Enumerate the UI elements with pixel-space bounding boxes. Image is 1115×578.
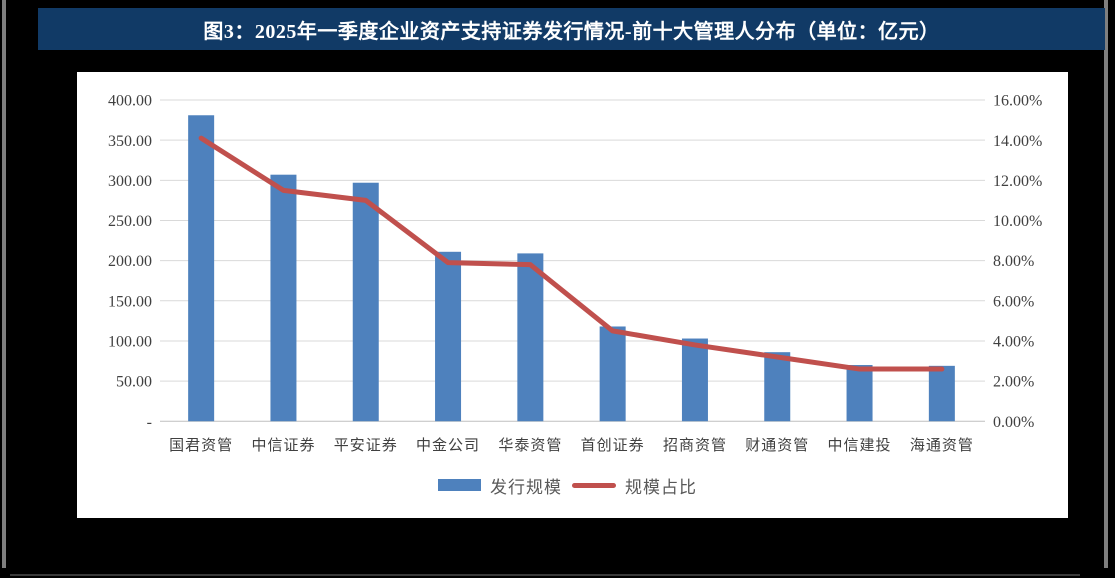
category-label: 首创证券 xyxy=(581,437,645,454)
bar xyxy=(928,365,955,422)
right-axis-tick-label: 0.00% xyxy=(993,414,1034,431)
legend-swatch-bar-series xyxy=(438,479,481,491)
right-border-line xyxy=(1104,0,1108,568)
category-label: 财通资管 xyxy=(745,437,809,454)
bar xyxy=(846,365,873,422)
chart-panel: 400.00 350.00 300.00 250.00 200.00 150.00 100.… xyxy=(77,72,1068,518)
figure-header: 图3：2025年一季度企业资产支持证券发行情况-前十大管理人分布（单位：亿元） xyxy=(38,8,1105,50)
left-axis-tick-label: 400.00 xyxy=(108,93,152,110)
right-axis-tick-label: 14.00% xyxy=(993,133,1042,150)
figure-title: 图3：2025年一季度企业资产支持证券发行情况-前十大管理人分布（单位：亿元） xyxy=(203,20,940,43)
bar xyxy=(435,251,462,422)
legend-label-line-series: 规模占比 xyxy=(625,477,697,497)
left-axis-tick-label: - xyxy=(147,414,152,431)
category-label: 中信建投 xyxy=(828,437,892,454)
right-axis-tick-label: 10.00% xyxy=(993,213,1042,230)
right-axis-tick-label: 2.00% xyxy=(993,374,1034,391)
bar xyxy=(764,352,791,422)
category-label: 招商资管 xyxy=(663,437,727,454)
left-border-line xyxy=(2,0,6,568)
legend-label-bar-series: 发行规模 xyxy=(490,477,562,497)
left-axis-tick-label: 250.00 xyxy=(108,213,152,230)
right-axis-tick-label: 8.00% xyxy=(993,253,1034,270)
combo-chart: 400.00 350.00 300.00 250.00 200.00 150.00 100.… xyxy=(108,93,1042,454)
right-axis-tick-label: 12.00% xyxy=(993,173,1042,190)
left-axis-tick-label: 200.00 xyxy=(108,253,152,270)
left-axis-tick-label: 350.00 xyxy=(108,133,152,150)
bar xyxy=(517,253,544,422)
legend-swatch-line-series xyxy=(572,482,616,488)
bar xyxy=(599,326,626,422)
category-label: 华泰资管 xyxy=(498,437,562,454)
category-label: 中信证券 xyxy=(251,437,315,454)
bar xyxy=(352,182,379,422)
left-axis-tick-label: 50.00 xyxy=(116,374,152,391)
right-axis-tick-label: 4.00% xyxy=(993,334,1034,351)
bottom-border-line xyxy=(10,574,1080,576)
left-axis-tick-label: 100.00 xyxy=(108,334,152,351)
chart-legend: 发行规模 规模占比 xyxy=(77,474,1068,497)
category-label: 国君资管 xyxy=(169,437,233,454)
bar xyxy=(188,115,215,422)
bar xyxy=(270,174,297,422)
bar xyxy=(681,338,708,422)
trend-line xyxy=(198,135,945,372)
left-axis-tick-label: 300.00 xyxy=(108,173,152,190)
right-axis-tick-label: 6.00% xyxy=(993,293,1034,310)
category-label: 平安证券 xyxy=(334,437,398,454)
category-label: 海通资管 xyxy=(910,437,974,454)
category-label: 中金公司 xyxy=(416,437,480,454)
left-axis-tick-label: 150.00 xyxy=(108,293,152,310)
right-axis-tick-label: 16.00% xyxy=(993,93,1042,110)
